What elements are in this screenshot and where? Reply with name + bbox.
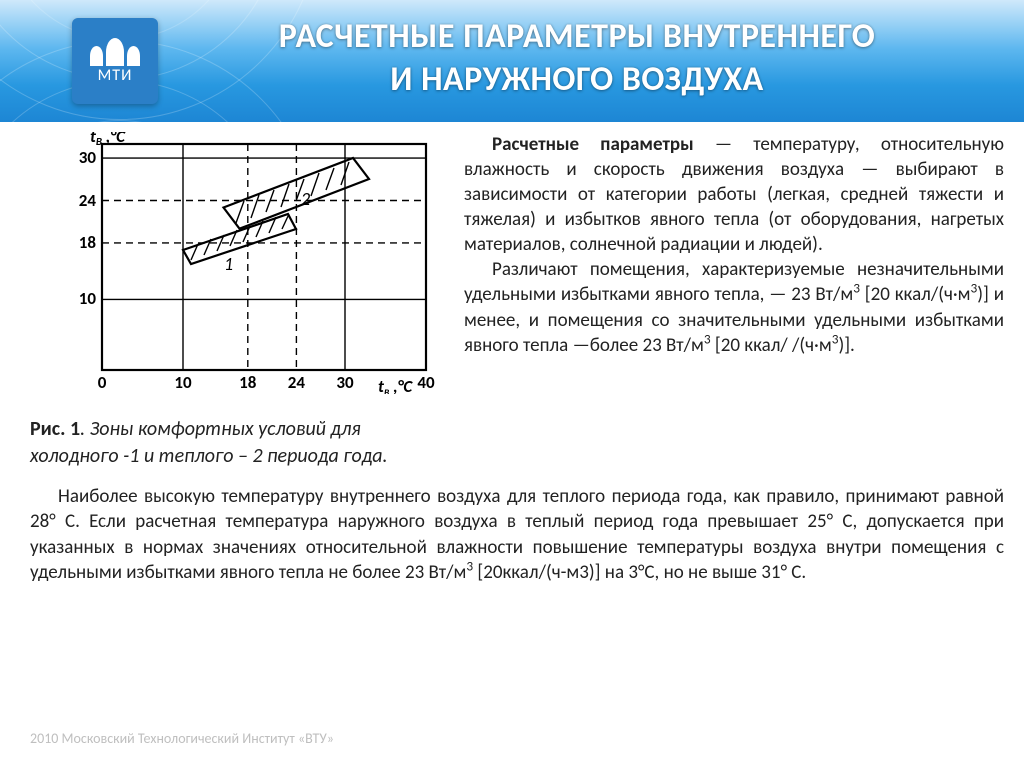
body-text-bottom: Наиболее высокую температуру внутреннего… <box>30 484 1004 586</box>
slide-title: РАСЧЕТНЫЕ ПАРАМЕТРЫ ВНУТРЕННЕГО И НАРУЖН… <box>150 16 1004 101</box>
slide-header: МТИ РАСЧЕТНЫЕ ПАРАМЕТРЫ ВНУТРЕННЕГО И НА… <box>0 0 1024 122</box>
svg-text:tв ,°C: tв ,°C <box>378 376 413 394</box>
svg-text:18: 18 <box>79 232 97 253</box>
comfort-zone-chart: tВ ,°C tв ,°C 30 24 18 10 0 10 18 24 <box>46 132 438 394</box>
slide-content: tВ ,°C tв ,°C 30 24 18 10 0 10 18 24 <box>30 132 1004 586</box>
logo-label: МТИ <box>98 66 133 85</box>
svg-text:24: 24 <box>288 372 306 393</box>
svg-text:2: 2 <box>301 188 310 210</box>
svg-text:30: 30 <box>336 372 354 393</box>
svg-text:24: 24 <box>79 190 97 211</box>
svg-text:0: 0 <box>98 372 107 393</box>
mti-logo: МТИ <box>72 18 158 104</box>
svg-text:10: 10 <box>79 288 97 309</box>
svg-text:30: 30 <box>79 147 97 168</box>
body-text-right: Расчетные параметры — температуру, относ… <box>464 132 1004 470</box>
svg-text:18: 18 <box>239 372 257 393</box>
figure-caption: Рис. 1. Зоны комфортных условий для холо… <box>30 416 440 470</box>
svg-text:10: 10 <box>174 372 192 393</box>
svg-text:tВ ,°C: tВ ,°C <box>90 132 126 148</box>
slide-footer: 2010 Московский Технологический Институт… <box>30 730 334 747</box>
svg-text:1: 1 <box>224 253 233 275</box>
svg-text:40: 40 <box>417 372 435 393</box>
